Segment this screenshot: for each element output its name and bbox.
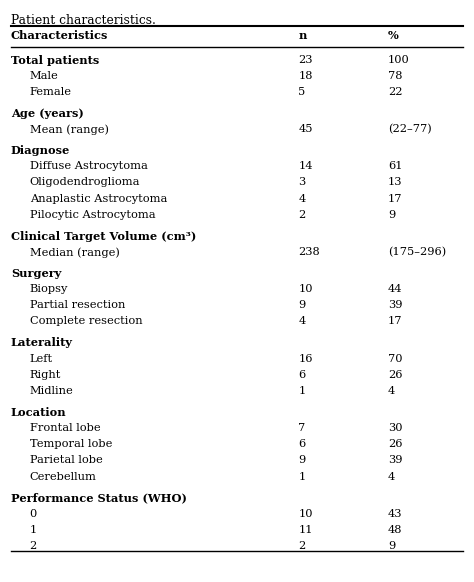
Text: 78: 78 — [388, 71, 402, 81]
Text: 26: 26 — [388, 439, 402, 449]
Text: 4: 4 — [388, 386, 395, 396]
Text: 9: 9 — [388, 210, 395, 220]
Text: Frontal lobe: Frontal lobe — [30, 423, 100, 433]
Text: Mean (range): Mean (range) — [30, 124, 109, 135]
Text: Oligodendroglioma: Oligodendroglioma — [30, 178, 140, 187]
Text: 22: 22 — [388, 87, 402, 97]
Text: Biopsy: Biopsy — [30, 284, 68, 294]
Text: 18: 18 — [298, 71, 313, 81]
Text: 3: 3 — [298, 178, 306, 187]
Text: 2: 2 — [30, 541, 37, 551]
Text: n: n — [298, 30, 307, 41]
Text: 9: 9 — [298, 300, 306, 310]
Text: Patient characteristics.: Patient characteristics. — [11, 14, 155, 27]
Text: 1: 1 — [298, 386, 306, 396]
Text: Clinical Target Volume (cm³): Clinical Target Volume (cm³) — [11, 230, 196, 242]
Text: 5: 5 — [298, 87, 306, 97]
Text: Location: Location — [11, 407, 66, 418]
Text: 2: 2 — [298, 210, 306, 220]
Text: Diagnose: Diagnose — [11, 145, 70, 156]
Text: Anaplastic Astrocytoma: Anaplastic Astrocytoma — [30, 194, 167, 204]
Text: 44: 44 — [388, 284, 402, 294]
Text: 39: 39 — [388, 456, 402, 466]
Text: 26: 26 — [388, 370, 402, 380]
Text: Complete resection: Complete resection — [30, 317, 142, 327]
Text: %: % — [388, 30, 399, 41]
Text: 23: 23 — [298, 55, 313, 65]
Text: 70: 70 — [388, 353, 402, 364]
Text: 1: 1 — [298, 472, 306, 482]
Text: Cerebellum: Cerebellum — [30, 472, 97, 482]
Text: Right: Right — [30, 370, 61, 380]
Text: Characteristics: Characteristics — [11, 30, 108, 41]
Text: 61: 61 — [388, 161, 402, 171]
Text: Female: Female — [30, 87, 72, 97]
Text: 39: 39 — [388, 300, 402, 310]
Text: (22–77): (22–77) — [388, 124, 431, 134]
Text: 11: 11 — [298, 525, 313, 535]
Text: Median (range): Median (range) — [30, 247, 119, 258]
Text: 7: 7 — [298, 423, 306, 433]
Text: 10: 10 — [298, 509, 313, 519]
Text: 6: 6 — [298, 370, 306, 380]
Text: 43: 43 — [388, 509, 402, 519]
Text: 6: 6 — [298, 439, 306, 449]
Text: Diffuse Astrocytoma: Diffuse Astrocytoma — [30, 161, 147, 171]
Text: Male: Male — [30, 71, 58, 81]
Text: 14: 14 — [298, 161, 313, 171]
Text: Performance Status (WHO): Performance Status (WHO) — [11, 492, 187, 503]
Text: 17: 17 — [388, 317, 402, 327]
Text: Laterality: Laterality — [11, 338, 73, 349]
Text: 10: 10 — [298, 284, 313, 294]
Text: 45: 45 — [298, 124, 313, 134]
Text: 9: 9 — [298, 456, 306, 466]
Text: 17: 17 — [388, 194, 402, 204]
Text: 48: 48 — [388, 525, 402, 535]
Text: (175–296): (175–296) — [388, 247, 446, 257]
Text: 4: 4 — [298, 317, 306, 327]
Text: Age (years): Age (years) — [11, 108, 84, 119]
Text: 4: 4 — [298, 194, 306, 204]
Text: 238: 238 — [298, 247, 320, 257]
Text: 1: 1 — [30, 525, 37, 535]
Text: 13: 13 — [388, 178, 402, 187]
Text: Surgery: Surgery — [11, 268, 61, 279]
Text: 4: 4 — [388, 472, 395, 482]
Text: 0: 0 — [30, 509, 37, 519]
Text: 30: 30 — [388, 423, 402, 433]
Text: Parietal lobe: Parietal lobe — [30, 456, 102, 466]
Text: 2: 2 — [298, 541, 306, 551]
Text: Left: Left — [30, 353, 53, 364]
Text: Pilocytic Astrocytoma: Pilocytic Astrocytoma — [30, 210, 155, 220]
Text: Temporal lobe: Temporal lobe — [30, 439, 112, 449]
Text: Total patients: Total patients — [11, 55, 99, 66]
Text: Midline: Midline — [30, 386, 73, 396]
Text: 9: 9 — [388, 541, 395, 551]
Text: 100: 100 — [388, 55, 410, 65]
Text: 16: 16 — [298, 353, 313, 364]
Text: Partial resection: Partial resection — [30, 300, 125, 310]
